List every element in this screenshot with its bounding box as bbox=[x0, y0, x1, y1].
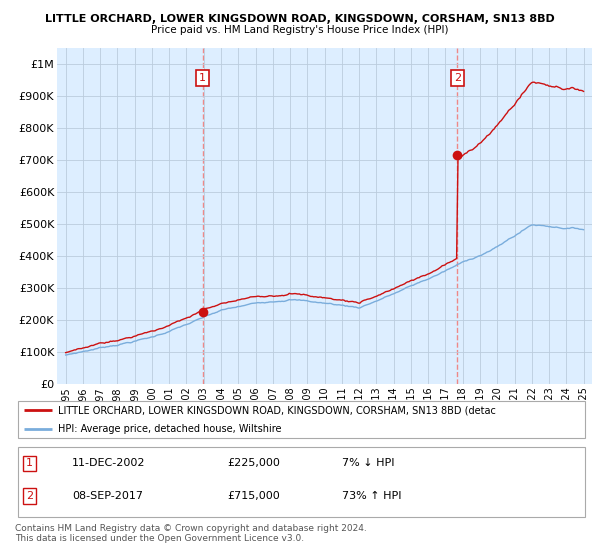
Text: 2: 2 bbox=[454, 73, 461, 83]
Text: LITTLE ORCHARD, LOWER KINGSDOWN ROAD, KINGSDOWN, CORSHAM, SN13 8BD: LITTLE ORCHARD, LOWER KINGSDOWN ROAD, KI… bbox=[45, 14, 555, 24]
Text: 7% ↓ HPI: 7% ↓ HPI bbox=[341, 459, 394, 468]
Text: LITTLE ORCHARD, LOWER KINGSDOWN ROAD, KINGSDOWN, CORSHAM, SN13 8BD (detac: LITTLE ORCHARD, LOWER KINGSDOWN ROAD, KI… bbox=[58, 405, 496, 415]
Text: 11-DEC-2002: 11-DEC-2002 bbox=[73, 459, 146, 468]
FancyBboxPatch shape bbox=[18, 402, 585, 437]
Text: 08-SEP-2017: 08-SEP-2017 bbox=[73, 491, 143, 501]
Text: HPI: Average price, detached house, Wiltshire: HPI: Average price, detached house, Wilt… bbox=[58, 424, 281, 433]
Text: Price paid vs. HM Land Registry's House Price Index (HPI): Price paid vs. HM Land Registry's House … bbox=[151, 25, 449, 35]
Text: £225,000: £225,000 bbox=[227, 459, 280, 468]
Text: 2: 2 bbox=[26, 491, 33, 501]
Text: 1: 1 bbox=[199, 73, 206, 83]
Text: 73% ↑ HPI: 73% ↑ HPI bbox=[341, 491, 401, 501]
FancyBboxPatch shape bbox=[18, 447, 585, 516]
Text: Contains HM Land Registry data © Crown copyright and database right 2024.
This d: Contains HM Land Registry data © Crown c… bbox=[15, 524, 367, 543]
Text: 1: 1 bbox=[26, 459, 33, 468]
Text: £715,000: £715,000 bbox=[227, 491, 280, 501]
